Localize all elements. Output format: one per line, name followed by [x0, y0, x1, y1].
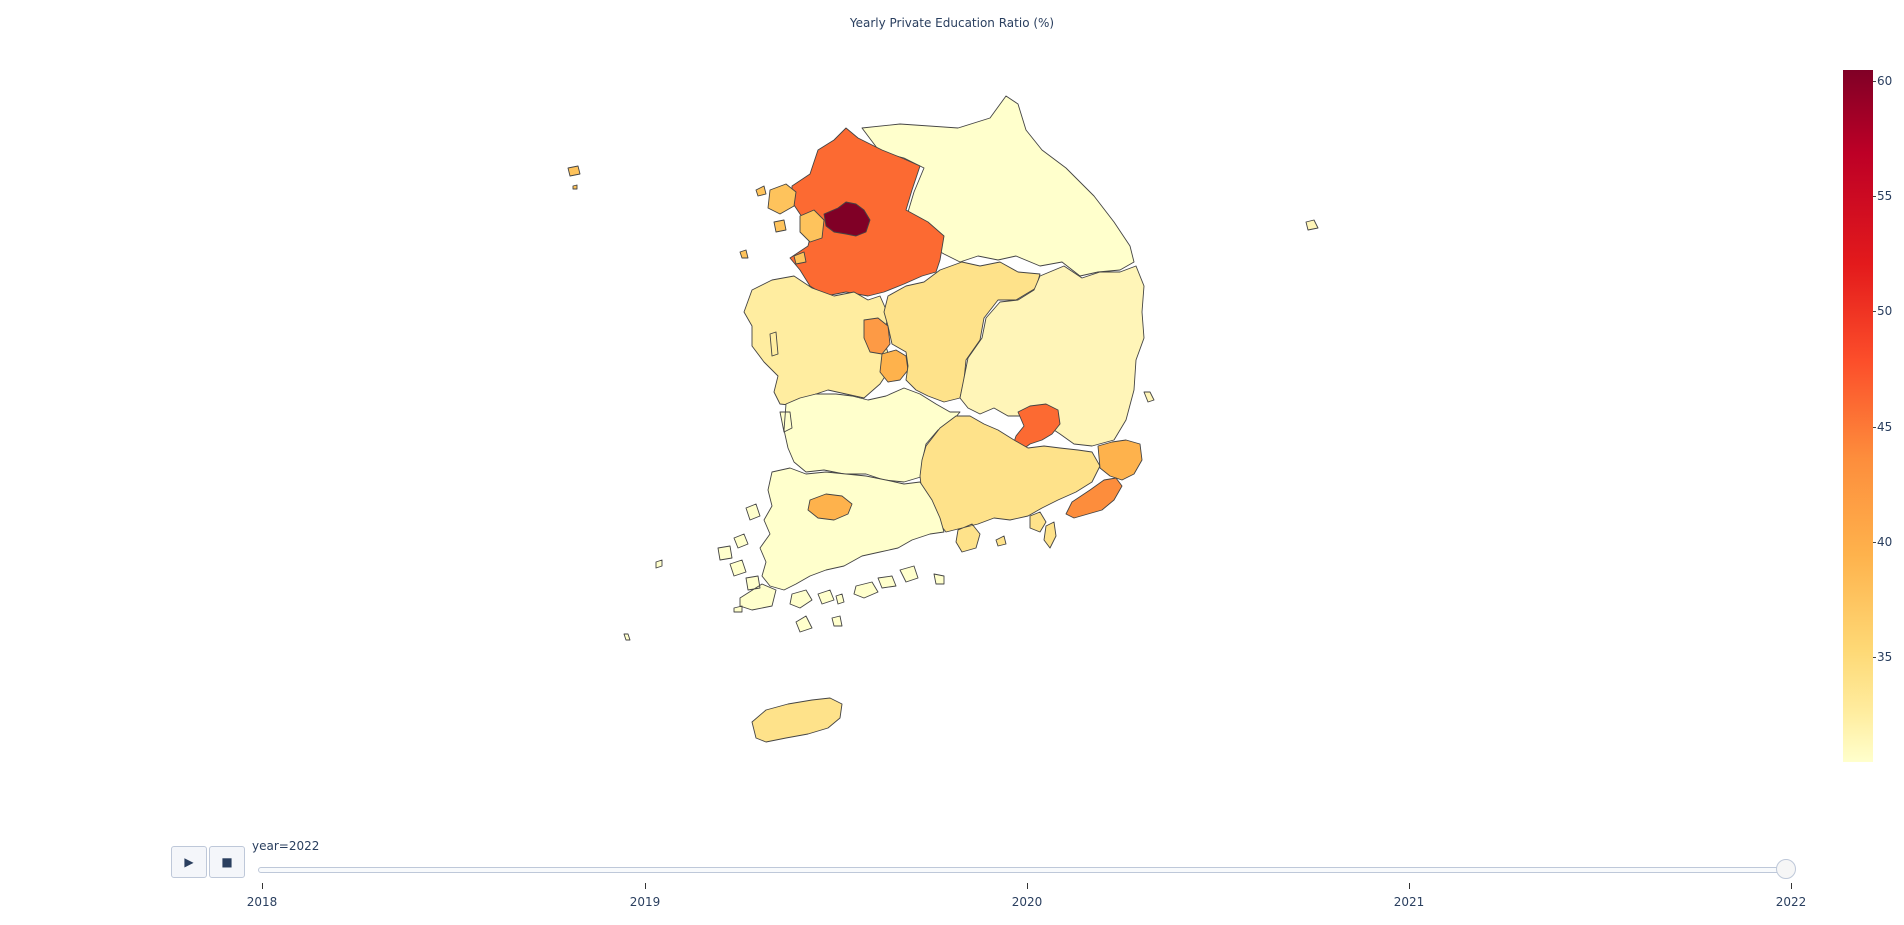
region-daejeon[interactable] — [879, 349, 909, 383]
region-chungnam[interactable] — [743, 275, 893, 407]
colorbar-tick: 45 — [1872, 420, 1893, 434]
slider-year-label[interactable]: 2020 — [1011, 895, 1043, 909]
slider-tick — [262, 883, 263, 889]
play-button[interactable]: ▶ — [171, 846, 207, 878]
slider-year-label[interactable]: 2022 — [1775, 895, 1807, 909]
region-sejong[interactable] — [863, 317, 891, 355]
region-jeonnam[interactable] — [623, 467, 945, 641]
slider-handle[interactable] — [1776, 859, 1796, 879]
slider-tick — [645, 883, 646, 889]
region-busan[interactable] — [1065, 477, 1123, 519]
colorbar-tick: 60 — [1872, 74, 1893, 88]
region-gwangju[interactable] — [807, 493, 853, 521]
colorbar — [1843, 70, 1873, 762]
region-chungbuk[interactable] — [883, 261, 1041, 403]
slider-tick — [1409, 883, 1410, 889]
region-gyeongnam[interactable] — [919, 415, 1101, 553]
slider-year-label[interactable]: 2019 — [629, 895, 661, 909]
region-gyeonggi[interactable] — [789, 127, 945, 297]
slider-year-label[interactable]: 2021 — [1393, 895, 1425, 909]
play-icon: ▶ — [184, 855, 194, 869]
stop-icon: ■ — [221, 855, 233, 869]
slider-tick — [1027, 883, 1028, 889]
colorbar-tick: 55 — [1872, 189, 1893, 203]
colorbar-tick: 35 — [1872, 650, 1893, 664]
slider-current-value: year=2022 — [252, 839, 320, 853]
slider-tick — [1791, 883, 1792, 889]
region-ulsan[interactable] — [1097, 439, 1143, 481]
slider-year-label[interactable]: 2018 — [246, 895, 278, 909]
stop-button[interactable]: ■ — [209, 846, 245, 878]
region-seoul[interactable] — [823, 201, 871, 237]
slider-rail[interactable] — [258, 867, 1794, 873]
colorbar-tick: 50 — [1872, 304, 1893, 318]
region-incheon[interactable] — [567, 165, 825, 265]
region-daegu[interactable] — [1011, 403, 1061, 451]
map-title: Yearly Private Education Ratio (%) — [849, 16, 1055, 30]
colorbar-tick: 40 — [1872, 535, 1893, 549]
region-jeju[interactable] — [751, 697, 843, 743]
